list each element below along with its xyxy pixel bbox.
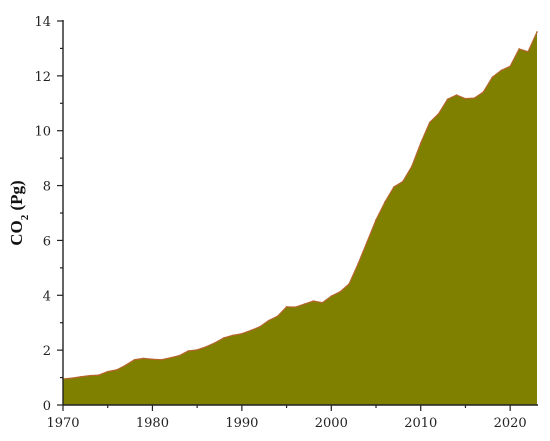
data-point-2003: [357, 262, 359, 265]
data-point-1993: [267, 319, 270, 322]
data-point-1999: [321, 301, 324, 304]
y-tick-label-8: 8: [43, 180, 51, 195]
x-tick-label-1970: 1970: [46, 416, 79, 431]
data-point-1978: [133, 358, 136, 361]
data-point-2018: [491, 76, 494, 79]
data-point-2009: [410, 165, 413, 168]
data-point-1986: [205, 346, 207, 348]
y-tick-label-10: 10: [34, 125, 51, 140]
data-point-1981: [160, 358, 163, 361]
data-point-2001: [339, 290, 342, 293]
data-point-2010: [419, 142, 422, 144]
y-tick-label-12: 12: [34, 70, 51, 85]
data-point-1988: [223, 337, 225, 339]
data-point-1974: [97, 374, 100, 376]
data-point-1982: [169, 357, 172, 359]
data-point-1989: [232, 334, 234, 337]
data-point-1992: [258, 326, 261, 328]
y-tick-label-6: 6: [43, 234, 51, 249]
data-point-1985: [196, 349, 198, 351]
data-point-1998: [312, 300, 315, 302]
data-point-1984: [187, 350, 190, 352]
data-point-1977: [124, 364, 127, 367]
data-point-2022: [527, 50, 529, 53]
area-series-line: [62, 31, 538, 380]
data-point-2019: [500, 69, 503, 72]
data-point-1994: [276, 315, 279, 317]
data-point-2000: [330, 295, 333, 297]
data-point-2017: [482, 91, 485, 93]
y-axis-label-main: CO: [7, 220, 26, 246]
data-point-1991: [250, 329, 252, 332]
data-point-1979: [142, 357, 145, 360]
y-axis-ticks: 0 2 4 6 8 10 12 14: [34, 15, 63, 414]
data-point-2002: [348, 282, 350, 285]
x-tick-label-2020: 2020: [494, 416, 527, 431]
data-point-1973: [89, 374, 91, 377]
plot-area: [62, 31, 538, 405]
data-points: [62, 31, 538, 380]
data-point-1980: [151, 358, 154, 360]
y-axis-label-unit: (Pg): [7, 180, 26, 214]
data-point-2007: [393, 186, 395, 188]
x-tick-label-2010: 2010: [404, 416, 437, 431]
x-tick-label-2000: 2000: [315, 416, 348, 431]
data-point-1971: [71, 377, 73, 379]
data-point-1996: [294, 306, 297, 308]
data-point-2021: [518, 48, 520, 50]
data-point-1976: [115, 369, 118, 371]
data-point-1987: [214, 341, 216, 344]
x-tick-label-1990: 1990: [225, 416, 258, 431]
data-point-1983: [178, 354, 181, 357]
data-point-1997: [303, 303, 306, 305]
data-point-2015: [464, 97, 467, 100]
data-point-1990: [241, 332, 243, 335]
data-point-1975: [106, 370, 109, 373]
data-point-2020: [509, 65, 511, 68]
data-point-2006: [384, 201, 386, 203]
data-point-1972: [80, 375, 82, 378]
area-series-fill: [63, 31, 537, 405]
data-point-2023: [536, 31, 538, 33]
y-axis-label: CO2 (Pg): [7, 180, 31, 245]
y-tick-label-2: 2: [43, 344, 51, 359]
data-point-1995: [285, 306, 288, 308]
x-axis-ticks: 1970 1980 1990 2000 2010 2020: [46, 405, 527, 431]
y-tick-label-0: 0: [43, 399, 51, 414]
x-tick-label-1980: 1980: [136, 416, 169, 431]
data-point-2008: [402, 180, 404, 183]
data-point-2012: [437, 112, 440, 115]
data-point-2014: [455, 94, 458, 96]
data-point-2011: [428, 121, 431, 124]
data-point-2005: [375, 219, 377, 221]
y-tick-label-14: 14: [34, 15, 51, 30]
data-point-2016: [473, 97, 476, 99]
y-axis-label-subscript: 2: [19, 214, 31, 220]
data-point-2004: [366, 241, 368, 243]
y-tick-label-4: 4: [43, 289, 51, 304]
data-point-2013: [446, 98, 449, 100]
